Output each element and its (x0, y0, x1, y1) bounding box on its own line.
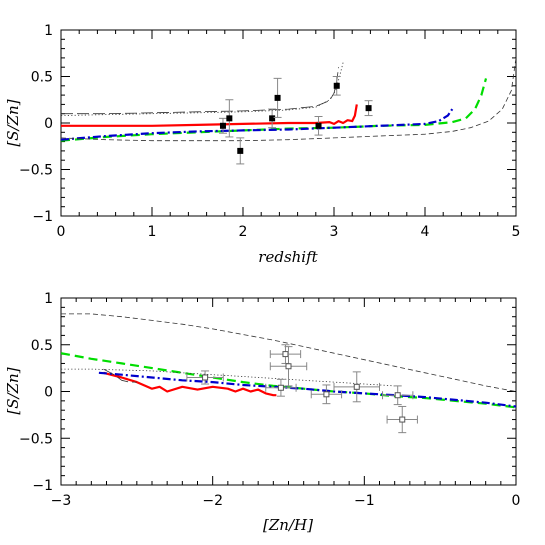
data-point (332, 76, 341, 96)
data-point (386, 405, 418, 434)
x-tick-label: 5 (512, 224, 521, 240)
series-line-solid (103, 371, 277, 397)
x-tick-label: 4 (421, 224, 430, 240)
series-line-dashdot (98, 371, 516, 408)
data-point (314, 115, 323, 136)
bottom-tick-marks (60, 297, 517, 486)
bottom-data-points (186, 344, 418, 434)
y-tick-label: −0.5 (19, 163, 53, 179)
bottom-y-tick-labels: 1 0.5 0 −0.5 −1 (19, 291, 53, 494)
series-line-longdash (103, 368, 137, 383)
data-point (186, 370, 224, 385)
y-tick-label: −0.5 (19, 431, 53, 447)
data-point (310, 384, 343, 405)
bottom-plot-frame (60, 297, 517, 486)
x-tick-label: −3 (51, 493, 72, 509)
top-panel: 0 1 2 3 4 5 1 0.5 0 −0.5 −1 redshift [S/Zn] (4, 23, 520, 266)
x-tick-label: −2 (202, 493, 223, 509)
data-point (269, 346, 308, 387)
y-tick-label: 0.5 (31, 70, 53, 86)
y-tick-label: −1 (32, 209, 53, 225)
x-tick-label: 3 (330, 224, 339, 240)
data-point (225, 99, 234, 138)
top-tick-marks (60, 29, 517, 217)
top-data-points (218, 76, 373, 165)
top-x-tick-labels: 0 1 2 3 4 5 (57, 224, 521, 240)
x-tick-label: 0 (57, 224, 66, 240)
data-point (265, 378, 297, 397)
x-tick-label: 0 (512, 493, 521, 509)
data-point (364, 100, 373, 117)
top-x-axis-label: redshift (258, 248, 318, 266)
data-point (236, 137, 245, 165)
bottom-panel: −3 −2 −1 0 1 0.5 0 −0.5 −1 [Zn/H] [S/Zn] (4, 291, 520, 534)
series-line-dashdot (61, 108, 454, 141)
y-tick-label: 1 (44, 291, 53, 307)
y-tick-label: 1 (44, 23, 53, 39)
series-line-solid (61, 104, 358, 127)
y-tick-label: 0.5 (31, 338, 53, 354)
bottom-x-axis-label: [Zn/H] (263, 516, 313, 534)
data-point (333, 371, 380, 403)
y-tick-label: −1 (32, 478, 53, 494)
bottom-x-tick-labels: −3 −2 −1 0 (51, 493, 521, 509)
bottom-y-axis-label: [S/Zn] (4, 367, 22, 414)
data-point (273, 77, 282, 118)
top-model-curves (61, 57, 516, 142)
y-tick-label: 0 (44, 385, 53, 401)
series-line-shortdash (61, 57, 516, 142)
series-line-dotted (61, 62, 344, 116)
top-y-tick-labels: 1 0.5 0 −0.5 −1 (19, 23, 53, 225)
series-line-longdash (61, 67, 339, 115)
data-point (382, 385, 414, 406)
x-tick-label: 2 (239, 224, 248, 240)
series-line-dotted (61, 368, 395, 387)
data-point (218, 117, 227, 134)
data-point (268, 108, 277, 129)
x-tick-label: 1 (148, 224, 157, 240)
top-y-axis-label: [S/Zn] (4, 99, 22, 146)
x-tick-label: −1 (354, 493, 375, 509)
y-tick-label: 0 (44, 116, 53, 132)
series-line-shortdash (61, 313, 516, 392)
data-point (269, 344, 302, 364)
